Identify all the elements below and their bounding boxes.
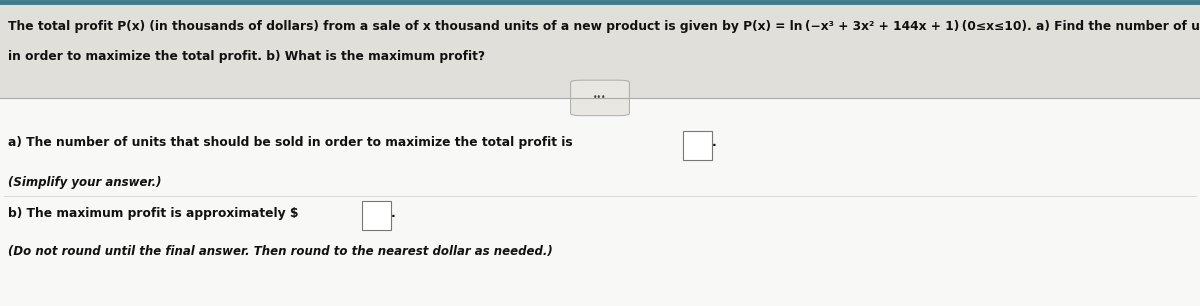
FancyBboxPatch shape bbox=[683, 131, 712, 160]
FancyBboxPatch shape bbox=[571, 80, 629, 116]
FancyBboxPatch shape bbox=[0, 98, 1200, 306]
Text: (Do not round until the final answer. Then round to the nearest dollar as needed: (Do not round until the final answer. Th… bbox=[8, 245, 553, 258]
FancyBboxPatch shape bbox=[362, 201, 391, 230]
Text: The total profit P(x) (in thousands of dollars) from a sale of x thousand units : The total profit P(x) (in thousands of d… bbox=[8, 20, 1200, 33]
FancyBboxPatch shape bbox=[0, 0, 1200, 98]
Text: •••: ••• bbox=[593, 93, 607, 103]
Text: in order to maximize the total profit. b) What is the maximum profit?: in order to maximize the total profit. b… bbox=[8, 50, 485, 63]
Text: .: . bbox=[391, 207, 396, 219]
Text: a) The number of units that should be sold in order to maximize the total profit: a) The number of units that should be so… bbox=[8, 136, 577, 149]
Text: .: . bbox=[712, 136, 716, 149]
Text: b) The maximum profit is approximately $: b) The maximum profit is approximately $ bbox=[8, 207, 299, 219]
Text: (Simplify your answer.): (Simplify your answer.) bbox=[8, 176, 162, 189]
